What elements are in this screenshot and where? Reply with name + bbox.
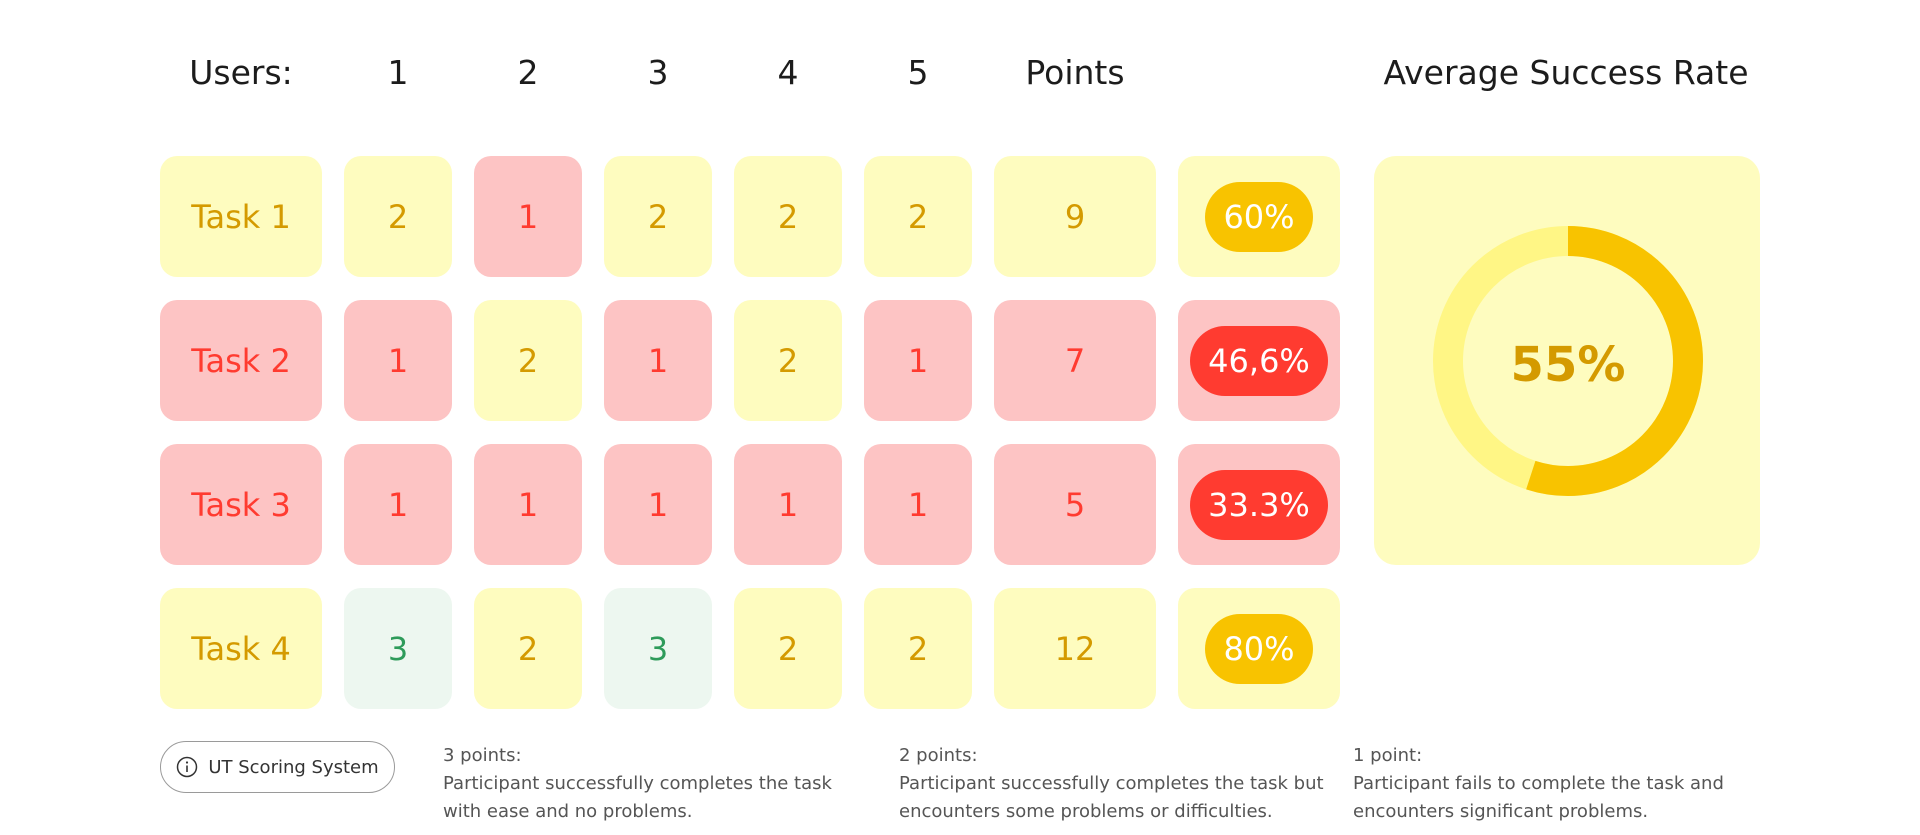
- scoring-note: 3 points: Participant successfully comple…: [443, 742, 873, 826]
- score-cell: 1: [864, 300, 972, 421]
- rate-pill: 80%: [1205, 613, 1313, 684]
- score-cell: 1: [604, 444, 712, 565]
- score-cell: 2: [734, 300, 842, 421]
- rate-pill: 60%: [1205, 181, 1313, 252]
- points-label: Points: [1025, 53, 1125, 92]
- score-cell: 1: [604, 300, 712, 421]
- score-cell: 1: [864, 444, 972, 565]
- button-label: UT Scoring System: [208, 756, 379, 778]
- score-cell: 3: [604, 588, 712, 709]
- score-cell: 3: [344, 588, 452, 709]
- score-cell: 2: [604, 156, 712, 277]
- points-cell: 12: [994, 588, 1156, 709]
- average-label: 55%: [1511, 337, 1626, 393]
- score-cell: 2: [474, 300, 582, 421]
- points-cell: 5: [994, 444, 1156, 565]
- score-cell: 1: [474, 156, 582, 277]
- rate-cell: 33.3%: [1178, 444, 1340, 565]
- info-icon: [177, 756, 198, 778]
- task-cell: Task 1: [160, 156, 322, 277]
- note-title: 1 point:: [1353, 745, 1423, 766]
- score-cell: 1: [734, 444, 842, 565]
- scoring-note: 1 point: Participant fails to complete th…: [1353, 742, 1783, 826]
- score-cell: 2: [344, 156, 452, 277]
- user-number: 5: [907, 53, 929, 92]
- score-cell: 2: [864, 588, 972, 709]
- rate-pill: 46,6%: [1190, 325, 1328, 396]
- rate-cell: 46,6%: [1178, 300, 1340, 421]
- score-cell: 2: [734, 588, 842, 709]
- user-number: 1: [387, 53, 409, 92]
- note-text: Participant successfully completes the t…: [443, 773, 832, 822]
- note-text: Participant fails to complete the task a…: [1353, 773, 1724, 822]
- note-title: 2 points:: [899, 745, 978, 766]
- points-cell: 7: [994, 300, 1156, 421]
- users-label: Users:: [189, 53, 293, 92]
- rate-cell: 80%: [1178, 588, 1340, 709]
- score-cell: 1: [344, 444, 452, 565]
- task-cell: Task 4: [160, 588, 322, 709]
- note-text: Participant successfully completes the t…: [899, 773, 1324, 822]
- rate-cell: 60%: [1178, 156, 1340, 277]
- average-title: Average Success Rate: [1383, 53, 1749, 92]
- scoring-note: 2 points: Participant successfully comple…: [899, 742, 1329, 826]
- note-title: 3 points:: [443, 745, 522, 766]
- user-number: 2: [517, 53, 539, 92]
- points-cell: 9: [994, 156, 1156, 277]
- donut: 55%: [1433, 226, 1703, 496]
- task-cell: Task 3: [160, 444, 322, 565]
- scoring-system-button[interactable]: UT Scoring System: [160, 741, 395, 793]
- user-number: 4: [777, 53, 799, 92]
- score-cell: 2: [734, 156, 842, 277]
- score-cell: 2: [474, 588, 582, 709]
- score-cell: 1: [344, 300, 452, 421]
- score-cell: 2: [864, 156, 972, 277]
- task-cell: Task 2: [160, 300, 322, 421]
- user-number: 3: [647, 53, 669, 92]
- average-panel: 55%: [1374, 156, 1760, 565]
- rate-pill: 33.3%: [1190, 469, 1328, 540]
- donut-arc: [1433, 226, 1703, 496]
- score-cell: 1: [474, 444, 582, 565]
